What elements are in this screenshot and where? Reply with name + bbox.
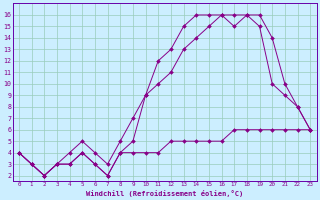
X-axis label: Windchill (Refroidissement éolien,°C): Windchill (Refroidissement éolien,°C) [86, 190, 243, 197]
